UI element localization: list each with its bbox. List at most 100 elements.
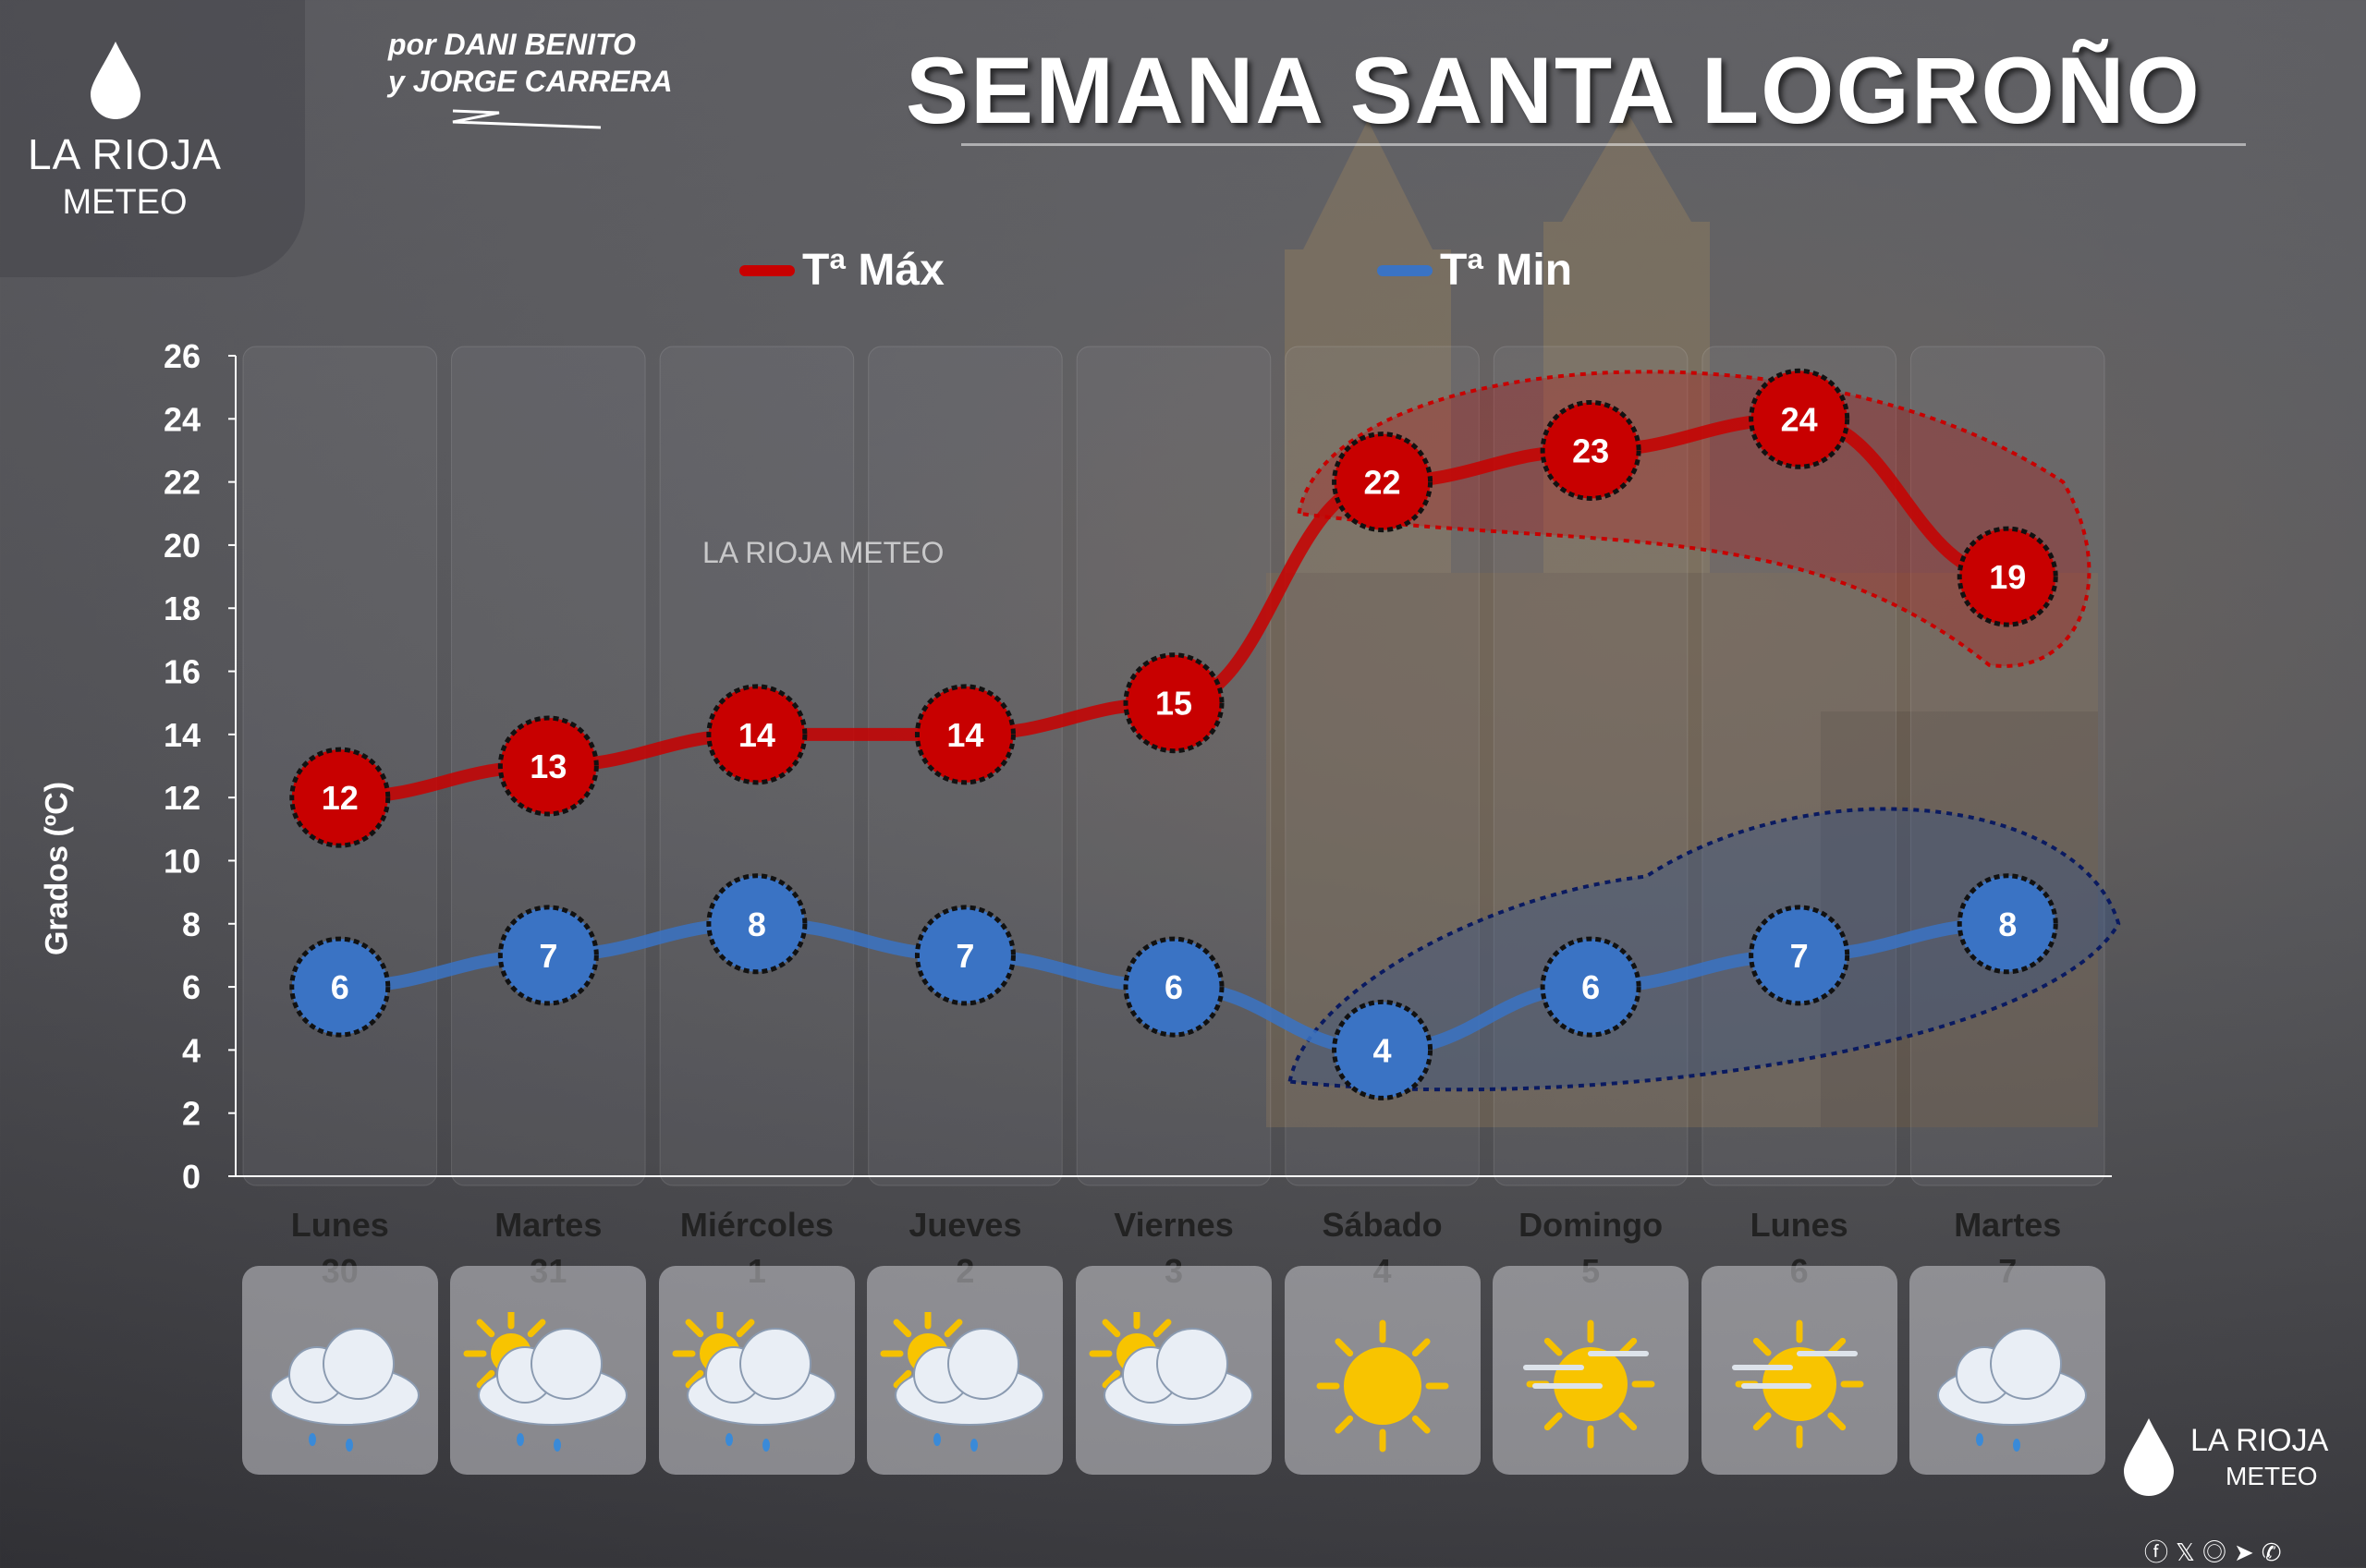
day-name: Viernes xyxy=(1114,1206,1234,1244)
signature-icon xyxy=(452,109,602,129)
y-tick-label: 4 xyxy=(182,1031,201,1069)
day-name: Lunes xyxy=(1750,1206,1848,1244)
day-column xyxy=(1701,346,1896,1186)
sun-haze-icon xyxy=(1523,1319,1655,1449)
data-label-min: 4 xyxy=(1373,1031,1392,1069)
data-point-max xyxy=(1540,399,1641,501)
social-links: ⓕ𝕏◎➤✆ xyxy=(2144,1534,2289,1568)
corner-brand-name: LA RIOJA xyxy=(2190,1423,2329,1458)
data-point-min xyxy=(289,936,391,1038)
rain-cloud-icon xyxy=(269,1328,420,1452)
data-label-max: 14 xyxy=(946,716,983,754)
data-point-max xyxy=(289,747,391,848)
data-label-min: 8 xyxy=(748,906,766,943)
data-point-max xyxy=(914,684,1016,785)
data-label-max: 13 xyxy=(530,748,567,785)
legend-item-min: Tª Min xyxy=(1377,245,1572,296)
instagram-icon[interactable]: ◎ xyxy=(2201,1538,2234,1566)
sun-cloud-rain-icon xyxy=(672,1312,836,1452)
data-point-min xyxy=(1749,905,1850,1006)
y-tick-label: 24 xyxy=(164,400,201,438)
day-name: Martes xyxy=(1954,1206,2062,1244)
title-divider xyxy=(961,143,2246,146)
telegram-icon[interactable]: ➤ xyxy=(2233,1538,2262,1566)
y-tick-label: 16 xyxy=(164,653,201,691)
y-tick-label: 0 xyxy=(182,1158,201,1196)
legend-label-min: Tª Min xyxy=(1440,246,1573,295)
rain-cloud-icon xyxy=(1937,1328,2088,1452)
data-point-max xyxy=(1332,432,1433,533)
legend-item-max: Tª Máx xyxy=(739,245,945,296)
data-point-max xyxy=(1123,652,1225,754)
sun-cloud-rain-icon xyxy=(880,1312,1045,1452)
data-point-max xyxy=(706,684,808,785)
data-point-min xyxy=(1332,999,1433,1100)
data-point-min xyxy=(1123,936,1225,1038)
data-point-max xyxy=(1749,368,1850,469)
day-column xyxy=(1076,346,1272,1186)
brand-name: LA RIOJA xyxy=(28,130,222,178)
data-label-max: 19 xyxy=(1989,558,2026,596)
data-label-min: 6 xyxy=(1165,968,1183,1006)
whatsapp-icon[interactable]: ✆ xyxy=(2261,1538,2289,1566)
day-name: Miércoles xyxy=(679,1206,834,1244)
sun-cloud-icon xyxy=(1089,1312,1253,1426)
corner-logo: LA RIOJA METEO xyxy=(2116,1414,2328,1501)
data-point-min xyxy=(1540,936,1641,1038)
max-highlight-region xyxy=(1297,370,2092,668)
brand-logo: LA RIOJA METEO xyxy=(0,0,305,277)
legend-label-max: Tª Máx xyxy=(802,246,945,295)
data-label-min: 7 xyxy=(539,937,557,975)
day-column xyxy=(1285,346,1480,1186)
sun-cloud-rain-icon xyxy=(463,1312,628,1452)
day-name: Domingo xyxy=(1518,1206,1664,1244)
water-drop-icon xyxy=(91,42,140,119)
data-point-min xyxy=(1957,873,2058,975)
legend-swatch-min xyxy=(1377,264,1433,276)
sun-icon xyxy=(1316,1319,1449,1453)
sun-haze-cloud-icon xyxy=(1731,1319,1864,1449)
water-drop-icon xyxy=(2124,1418,2174,1496)
data-point-min xyxy=(914,905,1016,1006)
data-label-max: 12 xyxy=(322,779,359,817)
data-label-min: 8 xyxy=(1998,906,2017,943)
data-label-min: 7 xyxy=(1790,937,1809,975)
y-tick-label: 8 xyxy=(182,906,201,943)
data-label-max: 15 xyxy=(1155,685,1192,723)
data-point-min xyxy=(497,905,599,1006)
data-point-min xyxy=(706,873,808,975)
y-tick-label: 10 xyxy=(164,842,201,880)
y-tick-label: 14 xyxy=(164,716,201,754)
corner-brand-sub: METEO xyxy=(2226,1462,2318,1490)
data-label-min: 6 xyxy=(331,968,349,1006)
byline: por DANI BENITO y JORGE CARRERA xyxy=(388,26,673,145)
facebook-icon[interactable]: ⓕ xyxy=(2144,1538,2177,1566)
legend-swatch-max xyxy=(739,264,795,276)
y-tick-label: 12 xyxy=(164,779,201,817)
data-label-max: 22 xyxy=(1364,464,1401,502)
data-point-max xyxy=(1957,526,2058,627)
x-icon[interactable]: 𝕏 xyxy=(2176,1538,2202,1566)
data-label-max: 24 xyxy=(1781,400,1818,438)
y-tick-label: 18 xyxy=(164,590,201,627)
data-label-min: 7 xyxy=(956,937,974,975)
y-tick-label: 22 xyxy=(164,464,201,502)
day-name: Lunes xyxy=(290,1206,389,1244)
data-point-max xyxy=(497,715,599,817)
data-label-min: 6 xyxy=(1581,968,1600,1006)
byline-line-1: por DANI BENITO xyxy=(388,28,636,61)
watermark: LA RIOJA METEO xyxy=(702,536,944,570)
y-tick-label: 2 xyxy=(182,1095,201,1133)
page-title: SEMANA SANTA LOGROÑO xyxy=(906,38,2201,143)
byline-line-2: y JORGE CARRERA xyxy=(388,65,673,98)
day-name: Jueves xyxy=(909,1206,1022,1244)
y-tick-label: 6 xyxy=(182,968,201,1006)
data-label-max: 14 xyxy=(738,716,775,754)
y-tick-label: 26 xyxy=(164,337,201,375)
y-tick-label: 20 xyxy=(164,527,201,565)
day-name: Martes xyxy=(494,1206,603,1244)
data-label-max: 23 xyxy=(1572,432,1609,469)
day-name: Sábado xyxy=(1322,1206,1443,1244)
brand-sub: METEO xyxy=(62,183,188,222)
